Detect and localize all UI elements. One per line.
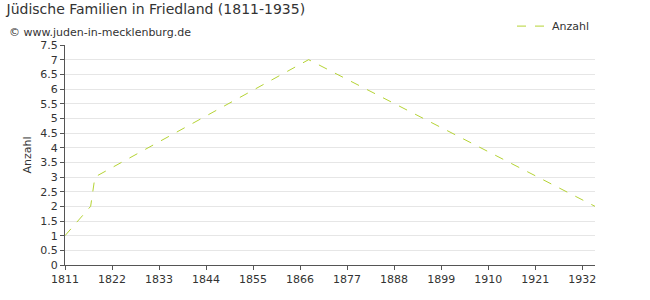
svg-text:Jüdische Familien in Friedland: Jüdische Familien in Friedland (1811-193…	[6, 1, 306, 17]
svg-text:3: 3	[51, 171, 58, 184]
svg-text:1877: 1877	[333, 273, 361, 286]
svg-text:1899: 1899	[427, 273, 455, 286]
svg-text:4.5: 4.5	[40, 127, 58, 140]
svg-text:2: 2	[51, 200, 58, 213]
svg-text:1822: 1822	[98, 273, 126, 286]
svg-text:2.5: 2.5	[40, 186, 58, 199]
svg-text:5: 5	[51, 112, 58, 125]
svg-text:6.5: 6.5	[40, 68, 58, 81]
svg-text:4: 4	[51, 142, 58, 155]
svg-text:1.5: 1.5	[40, 215, 58, 228]
svg-text:1: 1	[51, 230, 58, 243]
svg-text:© www.juden-in-mecklenburg.de: © www.juden-in-mecklenburg.de	[9, 26, 191, 39]
svg-text:5.5: 5.5	[40, 98, 58, 111]
svg-text:1811: 1811	[51, 273, 79, 286]
svg-text:1910: 1910	[474, 273, 502, 286]
svg-text:1888: 1888	[380, 273, 408, 286]
svg-text:Anzahl: Anzahl	[552, 20, 589, 33]
svg-text:1844: 1844	[192, 273, 220, 286]
svg-text:Anzahl: Anzahl	[21, 136, 34, 173]
svg-text:1932: 1932	[568, 273, 596, 286]
svg-text:7: 7	[51, 54, 58, 67]
svg-text:0.5: 0.5	[40, 244, 58, 257]
svg-text:1866: 1866	[286, 273, 314, 286]
svg-text:3.5: 3.5	[40, 156, 58, 169]
svg-text:7.5: 7.5	[40, 39, 58, 52]
svg-text:0: 0	[51, 259, 58, 272]
svg-text:1921: 1921	[521, 273, 549, 286]
svg-text:1833: 1833	[145, 273, 173, 286]
svg-text:6: 6	[51, 83, 58, 96]
svg-text:1855: 1855	[239, 273, 267, 286]
